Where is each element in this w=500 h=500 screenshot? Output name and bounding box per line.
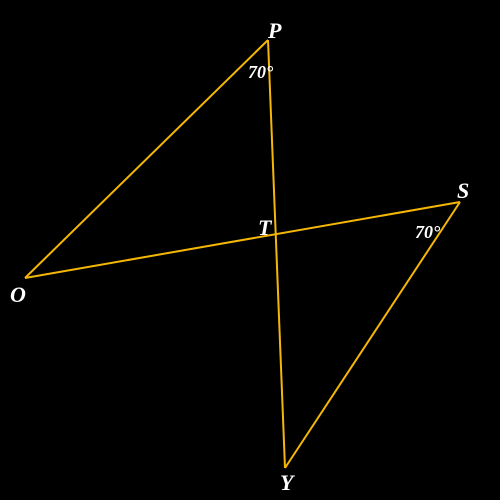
vertex-label-Y: Y (280, 470, 293, 496)
vertex-label-P: P (268, 18, 281, 44)
vertex-label-T: T (258, 215, 271, 241)
edge-P-Y (268, 40, 285, 468)
angle-label-S: 70° (415, 222, 440, 243)
vertex-label-S: S (457, 178, 469, 204)
vertex-label-O: O (10, 282, 26, 308)
angle-label-P: 70° (248, 62, 273, 83)
geometry-diagram: O P T S Y 70° 70° (0, 0, 500, 500)
